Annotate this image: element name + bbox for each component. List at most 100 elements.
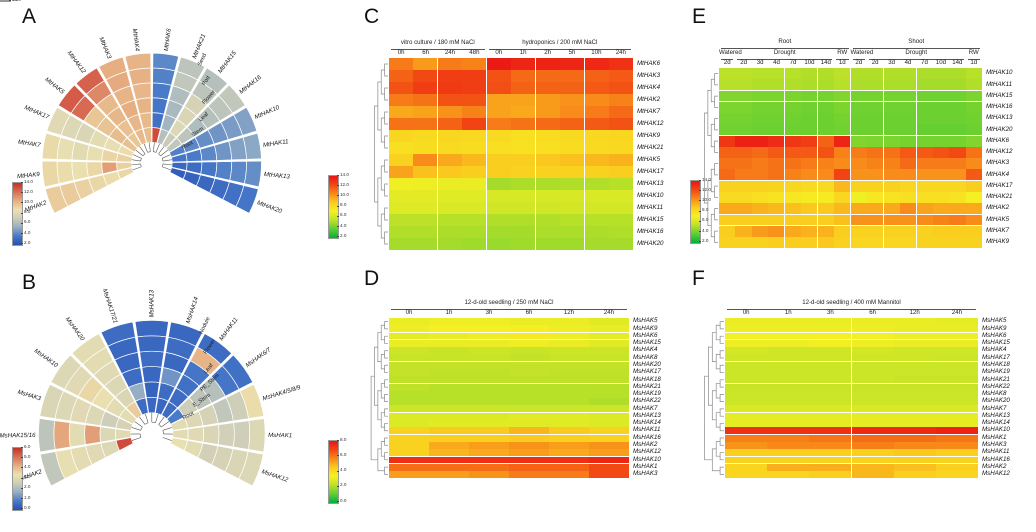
heatmap-cell xyxy=(936,420,978,427)
heatmap-cell xyxy=(549,449,589,457)
heatmap-cell xyxy=(549,420,589,427)
heatmap-row-label: MsHAK16 xyxy=(982,455,1010,463)
heatmap-cell xyxy=(916,124,933,136)
colorbar-tick-mark xyxy=(699,190,701,192)
heatmap-cell xyxy=(851,398,894,406)
heatmap-cell xyxy=(767,369,810,376)
heatmap-column-label: 2d xyxy=(871,59,879,66)
colorbar-tick-label: 12.0 xyxy=(702,186,711,192)
heatmap-column-label: 0h xyxy=(742,309,750,316)
heatmap-cell xyxy=(949,68,966,79)
dendrogram-branch xyxy=(708,346,713,406)
circular-gene-label: MtHAK5 xyxy=(43,76,66,96)
heatmap-cell xyxy=(608,154,633,166)
heatmap-row-label: MtHAK5 xyxy=(986,215,1010,223)
heatmap-cell xyxy=(801,90,818,102)
heatmap-cell xyxy=(584,202,609,214)
heatmap-cell xyxy=(801,225,818,237)
heatmap-cell xyxy=(719,237,736,248)
heatmap-cell xyxy=(549,339,589,347)
heatmap-cell xyxy=(809,398,852,406)
heatmap-cell xyxy=(834,158,851,170)
heatmap-row-label: MsHAK4 xyxy=(633,346,658,354)
heatmap-cell xyxy=(949,169,966,181)
heatmap-cell xyxy=(916,169,933,181)
heatmap-cell xyxy=(413,238,438,250)
heatmap-cell xyxy=(469,456,509,464)
circular-heatmap-cell xyxy=(167,321,204,347)
heatmap-cell xyxy=(767,347,810,355)
heatmap-cell xyxy=(850,146,867,158)
heatmap-cell xyxy=(389,58,414,70)
heatmap-cell xyxy=(462,70,487,82)
heatmap-cell xyxy=(486,202,511,214)
dendrogram-branch xyxy=(714,140,718,153)
heatmap-cell xyxy=(535,238,560,250)
heatmap-cell xyxy=(883,113,900,124)
heatmap-cell xyxy=(893,347,936,355)
circular-gene-label: MsHAK6/7 xyxy=(244,346,272,369)
heatmap-cell xyxy=(509,420,549,427)
colorbar-tick-label: 0.0 xyxy=(12,0,18,1)
heatmap-column-label: 24h xyxy=(951,309,962,316)
heatmap-cell xyxy=(867,113,884,124)
heatmap-cell xyxy=(735,90,752,102)
heatmap-column-label: 3d xyxy=(888,59,895,66)
heatmap-cell xyxy=(719,192,736,203)
heatmap-cell xyxy=(389,94,414,106)
heatmap-cell xyxy=(389,70,414,82)
heatmap-cell xyxy=(413,130,438,142)
dendrogram-branch xyxy=(144,413,149,423)
heatmap-cell xyxy=(511,58,536,70)
heatmap-cell xyxy=(784,192,801,203)
heatmap-cell xyxy=(389,441,429,449)
heatmap-cell xyxy=(850,68,867,79)
heatmap-cell xyxy=(867,158,884,170)
heatmap-cell xyxy=(469,441,509,449)
heatmap-cell xyxy=(608,202,633,214)
heatmap-cell xyxy=(509,398,549,406)
heatmap-cell xyxy=(589,449,629,457)
circular-heatmap-cell xyxy=(217,422,235,448)
dendrogram-branch xyxy=(711,390,717,421)
heatmap-cell xyxy=(851,412,894,420)
panel-c-label: C xyxy=(364,5,380,28)
heatmap-group-rule xyxy=(967,59,980,60)
heatmap-column-label: 3h xyxy=(485,309,493,316)
heatmap-cell xyxy=(851,471,894,478)
heatmap-cell xyxy=(817,101,834,113)
heatmap-cell xyxy=(719,225,736,237)
heatmap-row-label: MsHAK15 xyxy=(633,339,661,347)
heatmap-cell xyxy=(511,70,536,82)
heatmap-cell xyxy=(768,169,785,181)
heatmap-cell xyxy=(893,405,936,413)
heatmap-cell xyxy=(936,354,978,362)
dendrogram-branch xyxy=(380,117,385,143)
heatmap-cell xyxy=(936,325,978,333)
dendrogram-branch xyxy=(380,441,385,457)
circular-gene-label: MtHAK10 xyxy=(254,104,281,121)
colorbar-tick-mark xyxy=(21,182,23,183)
heatmap-cell xyxy=(389,154,414,166)
heatmap-cell xyxy=(933,101,950,113)
heatmap-row-label: MsHAK18 xyxy=(633,375,661,383)
circular-gene-label: MsHAK10 xyxy=(33,347,60,369)
circular-heatmap-cell xyxy=(41,160,60,188)
heatmap-cell xyxy=(429,471,469,478)
heatmap-cell xyxy=(462,226,487,238)
heatmap-column-label: 10d xyxy=(804,59,815,66)
heatmap-cell xyxy=(751,124,768,136)
dendrogram-branch xyxy=(377,177,382,227)
heatmap-column-label: 24h xyxy=(615,49,626,56)
heatmap-column-label: 0h xyxy=(495,49,503,56)
circular-heatmap-cell xyxy=(152,67,176,86)
panel-e-heatmap: Root Shoot Watered 2d Drought 2d 3d 4d 7d 10d 14d R… xyxy=(685,14,1036,254)
heatmap-cell xyxy=(768,79,785,91)
colorbar-tick-mark xyxy=(337,440,339,441)
heatmap-row-label: MsHAK2 xyxy=(633,440,658,448)
heatmap-cell xyxy=(429,398,469,406)
heatmap-cell xyxy=(509,383,549,391)
colorbar-tick-mark xyxy=(21,202,23,204)
heatmap-cell xyxy=(936,405,978,413)
heatmap-cell xyxy=(584,166,609,178)
